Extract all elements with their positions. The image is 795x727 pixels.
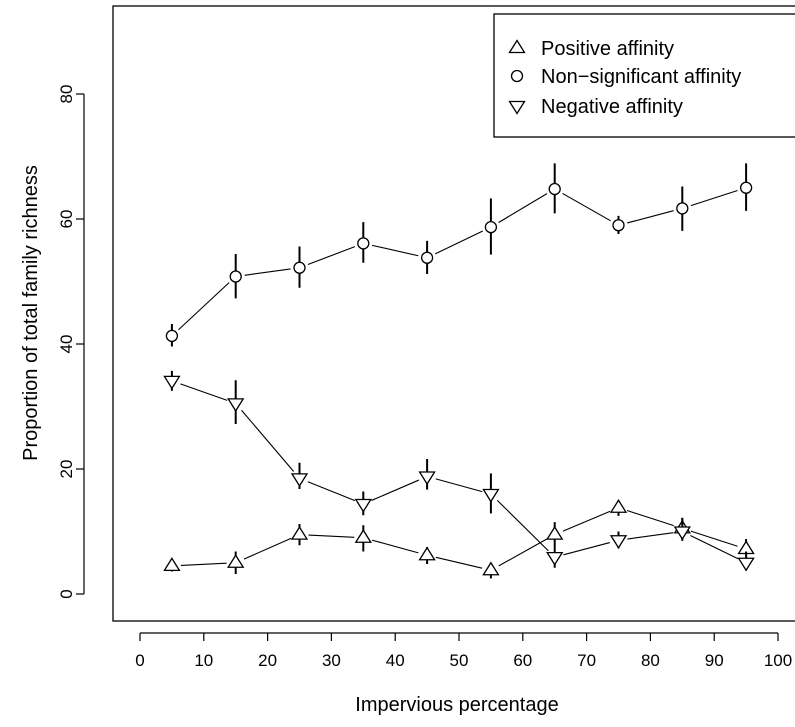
data-point (484, 220, 498, 234)
series-line-segment (498, 538, 548, 567)
series-line-segment (690, 189, 738, 207)
series-line-segment (435, 478, 483, 493)
series-line-segment (180, 383, 228, 401)
x-tick-label: 60 (513, 651, 532, 670)
series-line-segment (562, 510, 611, 532)
series-line-segment (243, 537, 292, 560)
data-point (676, 202, 689, 215)
data-point (354, 498, 372, 513)
x-tick-label: 80 (641, 651, 660, 670)
data-point (163, 557, 181, 572)
data-point (546, 525, 564, 540)
series-line-segment (241, 409, 295, 472)
legend-label: Positive affinity (541, 38, 674, 60)
series-line-segment (627, 532, 674, 540)
data-point (163, 375, 181, 390)
x-tick-label: 70 (577, 651, 596, 670)
y-tick-label: 20 (57, 460, 76, 479)
y-tick-label: 0 (57, 589, 76, 598)
data-point (290, 525, 309, 540)
series-line-segment (244, 268, 291, 276)
legend-label: Negative affinity (541, 96, 683, 118)
x-tick-label: 0 (135, 651, 144, 670)
x-tick-label: 10 (194, 651, 213, 670)
data-point (165, 329, 179, 343)
series-line-segment (308, 534, 355, 538)
series-line-segment (496, 499, 549, 552)
axes-layer: 0 10 20 30 40 50 60 70 80 90 100 0 20 40 60 80 (57, 5, 795, 670)
data-point (482, 488, 500, 503)
data-point (609, 499, 628, 513)
legend-marker (508, 100, 526, 115)
data-point (546, 551, 564, 566)
x-tick-label: 20 (258, 651, 277, 670)
x-tick-label: 100 (764, 651, 792, 670)
series-line-segment (307, 246, 356, 266)
data-point (418, 546, 436, 561)
series-line-segment (563, 542, 610, 556)
legend: Positive affinity Non−significant affinit… (493, 13, 795, 138)
data-point (482, 561, 500, 576)
data-point (548, 182, 561, 196)
data-point (229, 270, 242, 283)
plot-frame (112, 5, 795, 622)
y-tick-label: 80 (57, 85, 76, 104)
series-line-segment (180, 562, 227, 566)
series-triangle-down (163, 370, 755, 572)
y-axis-title: Proportion of total family richness (20, 165, 42, 461)
series-line-segment (627, 210, 674, 224)
legend-box (493, 13, 795, 138)
x-axis-title: Impervious percentage (355, 694, 558, 716)
series-line-segment (690, 534, 739, 560)
series-line-segment (434, 230, 484, 255)
series-line-segment (562, 192, 611, 222)
x-tick-label: 50 (450, 651, 469, 670)
series-line-segment (498, 193, 548, 223)
data-point (227, 554, 245, 568)
series-line-segment (371, 539, 419, 554)
x-tick-label: 90 (705, 651, 724, 670)
data-point (673, 526, 691, 541)
x-tick-label: 40 (386, 651, 405, 670)
series-line-segment (690, 530, 738, 547)
y-tick-label: 60 (57, 210, 76, 229)
series-line-segment (626, 509, 674, 527)
data-point (737, 557, 755, 572)
data-point (227, 398, 245, 413)
data-point (739, 181, 753, 194)
data-point (418, 471, 436, 486)
legend-label: Non−significant affinity (541, 66, 741, 88)
series-line-segment (371, 244, 419, 257)
series-layer (163, 163, 755, 579)
series-line-segment (371, 479, 420, 501)
x-tick-label: 30 (322, 651, 341, 670)
series-line-segment (435, 556, 483, 569)
series-triangle-up (163, 499, 755, 579)
legend-marker (510, 69, 524, 83)
legend-marker (508, 39, 526, 54)
data-point (293, 261, 306, 274)
y-tick-label: 40 (57, 335, 76, 354)
data-point (609, 535, 628, 549)
data-point (420, 251, 434, 264)
data-point (354, 529, 372, 543)
series-circle (165, 163, 753, 347)
series-line-segment (178, 282, 230, 331)
data-point (612, 219, 625, 232)
series-line-segment (307, 481, 356, 502)
data-point (290, 473, 309, 488)
data-point (357, 237, 370, 250)
